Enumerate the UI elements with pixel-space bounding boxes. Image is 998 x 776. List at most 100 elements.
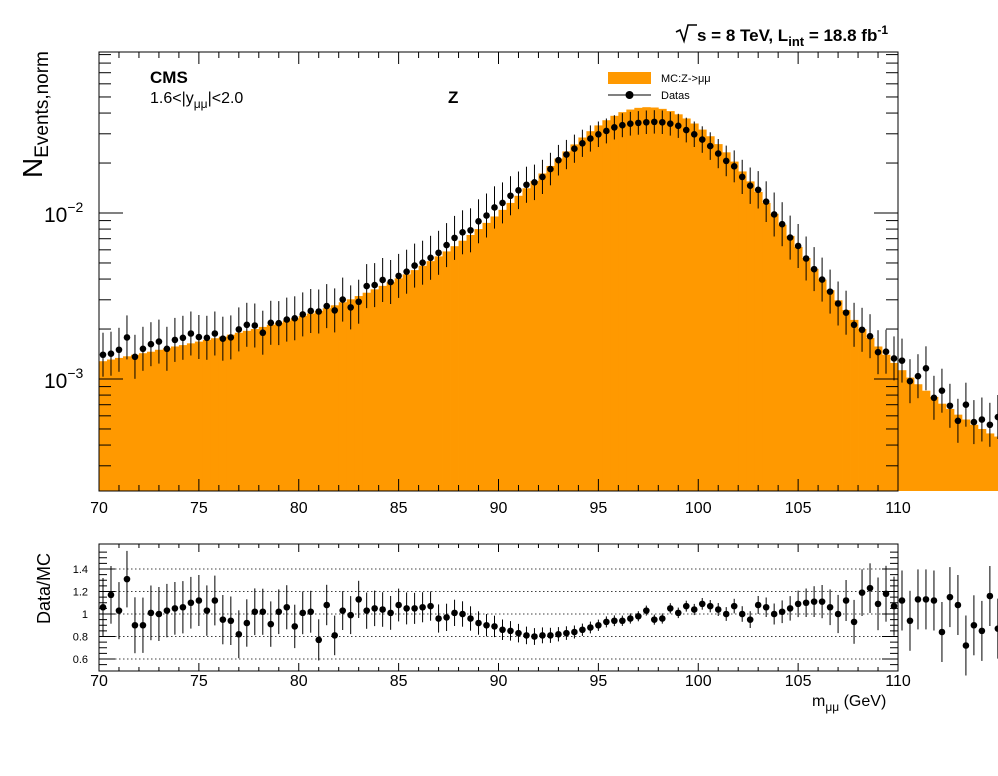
ratio-point bbox=[579, 626, 586, 634]
mc-bar bbox=[322, 308, 332, 491]
data-point bbox=[563, 151, 570, 158]
ratio-point bbox=[571, 628, 578, 636]
ratio-point bbox=[123, 575, 131, 583]
ratio-grid bbox=[99, 568, 898, 660]
ratio-point bbox=[826, 603, 834, 611]
data-point bbox=[706, 142, 714, 150]
mc-bar bbox=[666, 111, 675, 491]
mc-bar bbox=[810, 268, 819, 491]
data-point bbox=[954, 417, 962, 425]
mc-bar bbox=[882, 354, 891, 491]
mc-bar bbox=[945, 408, 955, 491]
data-point bbox=[882, 348, 890, 356]
ratio-point bbox=[842, 597, 850, 604]
ratio-point bbox=[770, 610, 778, 618]
mc-bar bbox=[138, 353, 148, 491]
mc-bar bbox=[754, 191, 763, 491]
ratio-point bbox=[251, 608, 259, 616]
data-point bbox=[379, 276, 386, 284]
data-point bbox=[155, 338, 163, 345]
mc-bar bbox=[99, 361, 108, 491]
ratio-x-tick-label: 105 bbox=[785, 673, 812, 690]
mc-bar bbox=[122, 356, 132, 491]
data-point bbox=[682, 126, 690, 134]
data-point bbox=[690, 130, 698, 138]
ratio-point bbox=[978, 627, 986, 635]
mc-bar bbox=[154, 349, 164, 491]
ratio-point bbox=[347, 611, 354, 619]
ratio-point bbox=[986, 592, 994, 600]
ratio-point bbox=[994, 625, 998, 632]
mc-bar bbox=[402, 274, 412, 491]
mc-bar bbox=[314, 310, 324, 491]
ratio-point bbox=[611, 617, 618, 625]
mc-bar bbox=[514, 195, 523, 491]
ratio-point bbox=[307, 608, 315, 616]
data-point bbox=[539, 173, 546, 181]
mc-bar bbox=[913, 384, 923, 491]
ratio-point bbox=[914, 596, 922, 603]
ratio-point bbox=[651, 616, 658, 623]
mc-bar bbox=[386, 282, 396, 491]
data-point bbox=[659, 118, 666, 126]
ratio-x-tick-label: 85 bbox=[390, 673, 408, 690]
mc-bar bbox=[498, 209, 507, 491]
ratio-point bbox=[243, 619, 251, 627]
data-point bbox=[978, 416, 986, 423]
ratio-point bbox=[746, 616, 754, 623]
ratio-point bbox=[427, 602, 434, 610]
data-point bbox=[339, 296, 347, 303]
data-point bbox=[171, 336, 179, 344]
data-points bbox=[99, 110, 998, 447]
mc-bar bbox=[186, 343, 196, 491]
data-point bbox=[651, 118, 658, 126]
top-x-tick-label: 105 bbox=[785, 500, 812, 517]
ratio-point bbox=[555, 630, 562, 638]
ratio-point bbox=[890, 602, 898, 610]
mc-bar bbox=[490, 216, 499, 491]
mc-bar bbox=[178, 345, 188, 491]
ratio-point bbox=[866, 584, 874, 592]
data-point bbox=[627, 120, 634, 128]
data-point bbox=[826, 288, 834, 295]
data-point bbox=[906, 377, 914, 385]
mc-bar bbox=[618, 112, 627, 491]
ratio-point bbox=[850, 618, 858, 626]
data-point bbox=[635, 119, 642, 127]
mc-bar bbox=[698, 129, 707, 491]
data-point bbox=[674, 122, 682, 130]
mc-bar bbox=[818, 279, 827, 491]
data-point bbox=[962, 401, 970, 409]
mc-bar bbox=[506, 202, 515, 492]
ratio-point bbox=[483, 621, 490, 629]
ratio-point bbox=[882, 590, 890, 598]
ratio-y-tick-label: 1.2 bbox=[73, 587, 88, 599]
data-point bbox=[323, 302, 331, 310]
mc-bar bbox=[202, 339, 212, 491]
mc-bar bbox=[482, 222, 491, 491]
top-x-tick-label: 95 bbox=[589, 500, 607, 517]
ratio-frame bbox=[98, 543, 899, 672]
mc-bar bbox=[434, 256, 443, 491]
mc-bar bbox=[770, 213, 779, 491]
ratio-point bbox=[898, 597, 906, 604]
data-point bbox=[99, 351, 107, 359]
ratio-point bbox=[179, 603, 187, 611]
data-point bbox=[930, 394, 938, 402]
data-point bbox=[786, 234, 794, 241]
data-point bbox=[874, 348, 882, 356]
mc-bar bbox=[905, 377, 915, 491]
data-point bbox=[970, 418, 978, 426]
data-point bbox=[722, 157, 730, 165]
experiment-label: CMS bbox=[150, 68, 188, 87]
mc-bar bbox=[706, 136, 715, 492]
mc-bar bbox=[642, 107, 651, 492]
data-point bbox=[139, 345, 147, 353]
data-point bbox=[387, 278, 394, 286]
data-point bbox=[467, 226, 474, 234]
data-point bbox=[331, 307, 339, 314]
mc-bar bbox=[634, 107, 643, 491]
ratio-point bbox=[291, 623, 299, 630]
data-point bbox=[491, 204, 498, 211]
ratio-point bbox=[906, 617, 914, 625]
